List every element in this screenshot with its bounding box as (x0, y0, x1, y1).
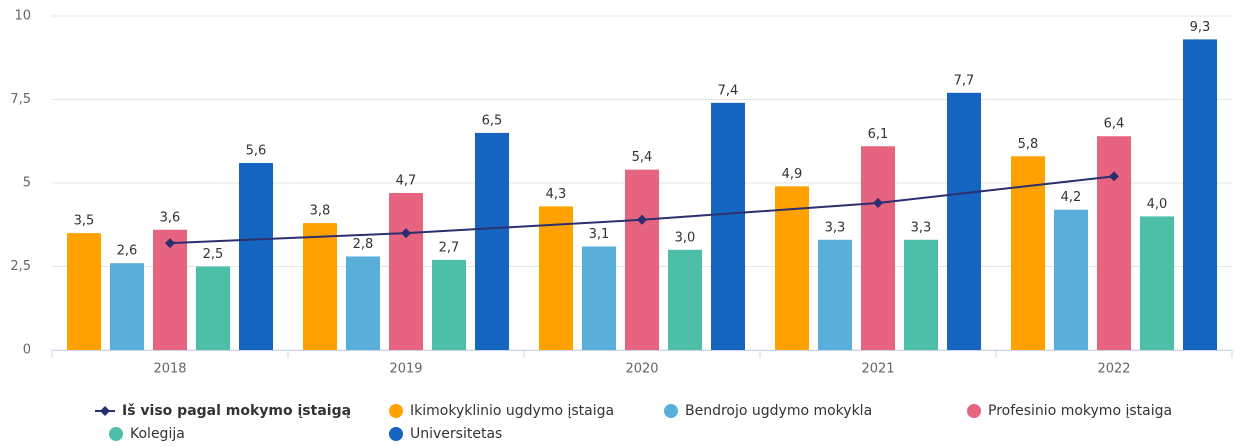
data-label: 3,3 (911, 220, 932, 235)
bar (1054, 209, 1088, 350)
bar (475, 132, 509, 350)
bar (346, 256, 380, 350)
bar (947, 92, 981, 350)
bar (239, 162, 273, 350)
y-tick-label: 2,5 (10, 259, 31, 274)
data-label: 3,1 (589, 227, 610, 242)
data-label: 7,4 (718, 83, 739, 98)
data-label: 5,8 (1018, 137, 1039, 152)
data-label: 4,0 (1147, 197, 1168, 212)
data-label: 6,5 (482, 113, 503, 128)
line-marker (165, 238, 175, 249)
line-marker (1109, 171, 1119, 182)
legend-label[interactable]: Iš viso pagal mokymo įstaigą (122, 403, 351, 419)
bar (625, 169, 659, 350)
data-label: 4,2 (1061, 190, 1082, 205)
bar (1097, 136, 1131, 350)
data-label: 5,4 (632, 150, 653, 165)
data-label: 9,3 (1190, 20, 1211, 35)
x-tick-label: 2018 (153, 362, 186, 377)
y-tick-label: 7,5 (10, 92, 31, 107)
bar (110, 263, 144, 350)
bar (153, 229, 187, 350)
legend-label[interactable]: Ikimokyklinio ugdymo įstaiga (410, 403, 614, 419)
line-marker (401, 228, 411, 239)
legend-marker (389, 404, 403, 418)
y-tick-label: 0 (23, 343, 31, 358)
y-tick-label: 10 (14, 9, 31, 24)
legend-marker (100, 406, 110, 416)
data-label: 4,9 (782, 167, 803, 182)
x-tick-label: 2022 (1097, 362, 1130, 377)
data-label: 3,6 (160, 210, 181, 225)
bar (1140, 216, 1174, 350)
data-label: 7,7 (954, 73, 975, 88)
bar (668, 249, 702, 350)
data-label: 2,5 (203, 247, 224, 262)
data-label: 3,8 (310, 204, 331, 219)
line-marker (637, 214, 647, 225)
data-label: 2,6 (117, 244, 138, 259)
bar (861, 146, 895, 350)
bar (1011, 156, 1045, 350)
bar (775, 186, 809, 350)
legend-marker (664, 404, 678, 418)
x-tick-label: 2020 (625, 362, 658, 377)
legend-marker (109, 427, 123, 441)
data-label: 6,1 (868, 127, 889, 142)
bar (1183, 39, 1217, 350)
data-label: 3,3 (825, 220, 846, 235)
bar (196, 266, 230, 350)
legend-marker (967, 404, 981, 418)
bar (904, 239, 938, 350)
legend-label[interactable]: Kolegija (130, 426, 185, 442)
bar (711, 102, 745, 350)
legend-label[interactable]: Universitetas (410, 426, 502, 442)
legend-label[interactable]: Profesinio mokymo įstaiga (988, 403, 1172, 419)
data-label: 4,3 (546, 187, 567, 202)
x-tick-label: 2019 (389, 362, 422, 377)
line-marker (873, 198, 883, 209)
bar (582, 246, 616, 350)
bar (539, 206, 573, 350)
data-label: 5,6 (246, 143, 267, 158)
bar (818, 239, 852, 350)
data-label: 3,5 (74, 214, 95, 229)
legend-marker (389, 427, 403, 441)
bar (303, 223, 337, 350)
data-label: 2,8 (353, 237, 374, 252)
data-label: 2,7 (439, 240, 460, 255)
x-tick-label: 2021 (861, 362, 894, 377)
bar (67, 233, 101, 350)
legend-label[interactable]: Bendrojo ugdymo mokykla (685, 403, 872, 419)
y-tick-label: 5 (23, 176, 31, 191)
data-label: 3,0 (675, 230, 696, 245)
data-label: 4,7 (396, 174, 417, 189)
data-label: 6,4 (1104, 117, 1125, 132)
bar (389, 193, 423, 350)
bar (432, 259, 466, 350)
